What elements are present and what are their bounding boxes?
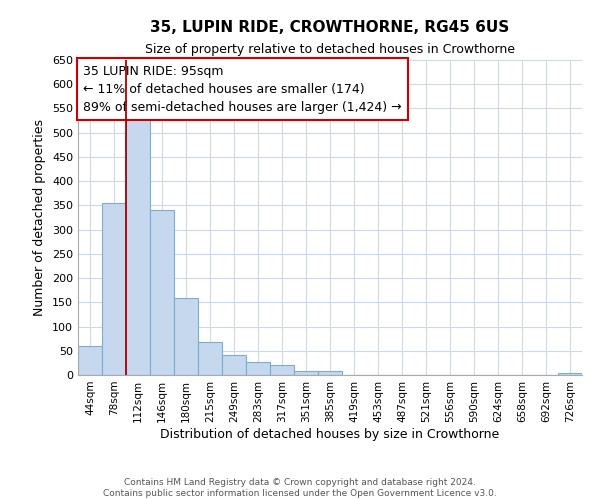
Bar	[222, 354, 246, 375]
Text: 35, LUPIN RIDE, CROWTHORNE, RG45 6US: 35, LUPIN RIDE, CROWTHORNE, RG45 6US	[151, 20, 509, 35]
Bar	[126, 114, 150, 375]
Y-axis label: Number of detached properties: Number of detached properties	[34, 119, 46, 316]
Bar	[318, 371, 342, 375]
Bar	[270, 366, 294, 375]
Text: Size of property relative to detached houses in Crowthorne: Size of property relative to detached ho…	[145, 42, 515, 56]
Bar	[150, 210, 174, 375]
Text: Contains HM Land Registry data © Crown copyright and database right 2024.
Contai: Contains HM Land Registry data © Crown c…	[103, 478, 497, 498]
X-axis label: Distribution of detached houses by size in Crowthorne: Distribution of detached houses by size …	[160, 428, 500, 440]
Bar	[294, 371, 318, 375]
Bar	[198, 342, 222, 375]
Bar	[102, 203, 126, 375]
Bar	[78, 346, 102, 375]
Bar	[558, 372, 582, 375]
Text: 35 LUPIN RIDE: 95sqm
← 11% of detached houses are smaller (174)
89% of semi-deta: 35 LUPIN RIDE: 95sqm ← 11% of detached h…	[83, 64, 401, 114]
Bar	[174, 298, 198, 375]
Bar	[246, 362, 270, 375]
